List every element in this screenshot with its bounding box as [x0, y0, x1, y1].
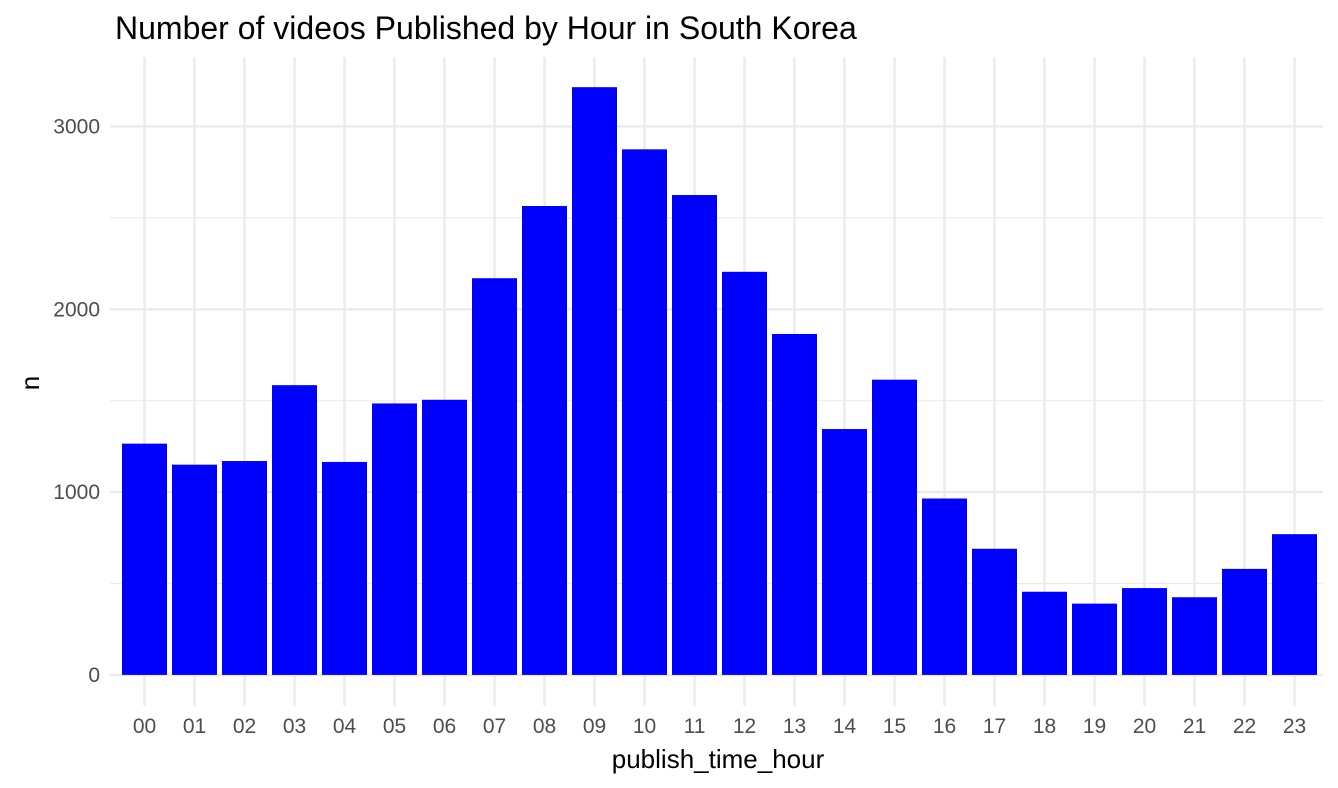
x-tick-label: 00 — [133, 715, 156, 738]
x-tick-label: 06 — [433, 715, 456, 738]
x-tick-label: 02 — [233, 715, 256, 738]
x-tick-label: 23 — [1283, 715, 1306, 738]
x-tick-label: 09 — [583, 715, 606, 738]
y-axis-tick-labels: 0 1000 2000 3000 — [53, 115, 100, 686]
bar — [822, 429, 867, 675]
x-tick-label: 13 — [783, 715, 806, 738]
bar — [572, 87, 617, 675]
bar — [122, 443, 167, 675]
x-tick-label: 18 — [1033, 715, 1056, 738]
x-tick-label: 21 — [1183, 715, 1206, 738]
bar — [872, 379, 917, 675]
x-tick-label: 03 — [283, 715, 306, 738]
bar — [972, 548, 1017, 675]
bar — [472, 278, 517, 675]
bar — [522, 205, 567, 675]
y-tick-label: 2000 — [53, 298, 100, 321]
bar — [172, 464, 217, 675]
x-tick-label: 04 — [333, 715, 357, 738]
x-tick-label: 01 — [183, 715, 206, 738]
x-tick-label: 12 — [733, 715, 756, 738]
bar — [672, 195, 717, 675]
x-tick-label: 05 — [383, 715, 406, 738]
bar — [622, 149, 667, 675]
bar — [422, 399, 467, 675]
y-tick-label: 0 — [88, 664, 100, 687]
x-tick-label: 20 — [1133, 715, 1156, 738]
x-tick-label: 15 — [883, 715, 906, 738]
y-axis-title: n — [15, 376, 45, 390]
bars — [122, 87, 1317, 675]
x-axis-tick-labels: 00 01 02 03 04 05 06 07 08 09 10 11 12 13 14 15 16 17 18 19… — [133, 715, 1306, 738]
bar — [1122, 588, 1167, 675]
bar — [1272, 534, 1317, 675]
x-tick-label: 08 — [533, 715, 556, 738]
bar — [322, 461, 367, 675]
x-tick-label: 16 — [933, 715, 956, 738]
bar — [222, 461, 267, 675]
bar — [272, 385, 317, 675]
y-tick-label: 3000 — [53, 115, 100, 138]
x-tick-label: 11 — [684, 715, 706, 738]
x-axis-title: publish_time_hour — [612, 744, 825, 774]
bar — [1172, 597, 1217, 675]
x-tick-label: 17 — [983, 715, 1006, 738]
bar — [372, 403, 417, 675]
bar — [722, 271, 767, 675]
bar — [1222, 568, 1267, 675]
x-tick-label: 19 — [1083, 715, 1106, 738]
chart-title: Number of videos Published by Hour in So… — [115, 10, 857, 46]
y-tick-label: 1000 — [53, 481, 100, 504]
bar — [1072, 603, 1117, 675]
x-tick-label: 14 — [833, 715, 857, 738]
bar — [1022, 591, 1067, 675]
bar — [922, 498, 967, 675]
bar — [772, 333, 817, 675]
x-tick-label: 22 — [1233, 715, 1256, 738]
x-tick-label: 07 — [483, 715, 506, 738]
x-tick-label: 10 — [633, 715, 656, 738]
